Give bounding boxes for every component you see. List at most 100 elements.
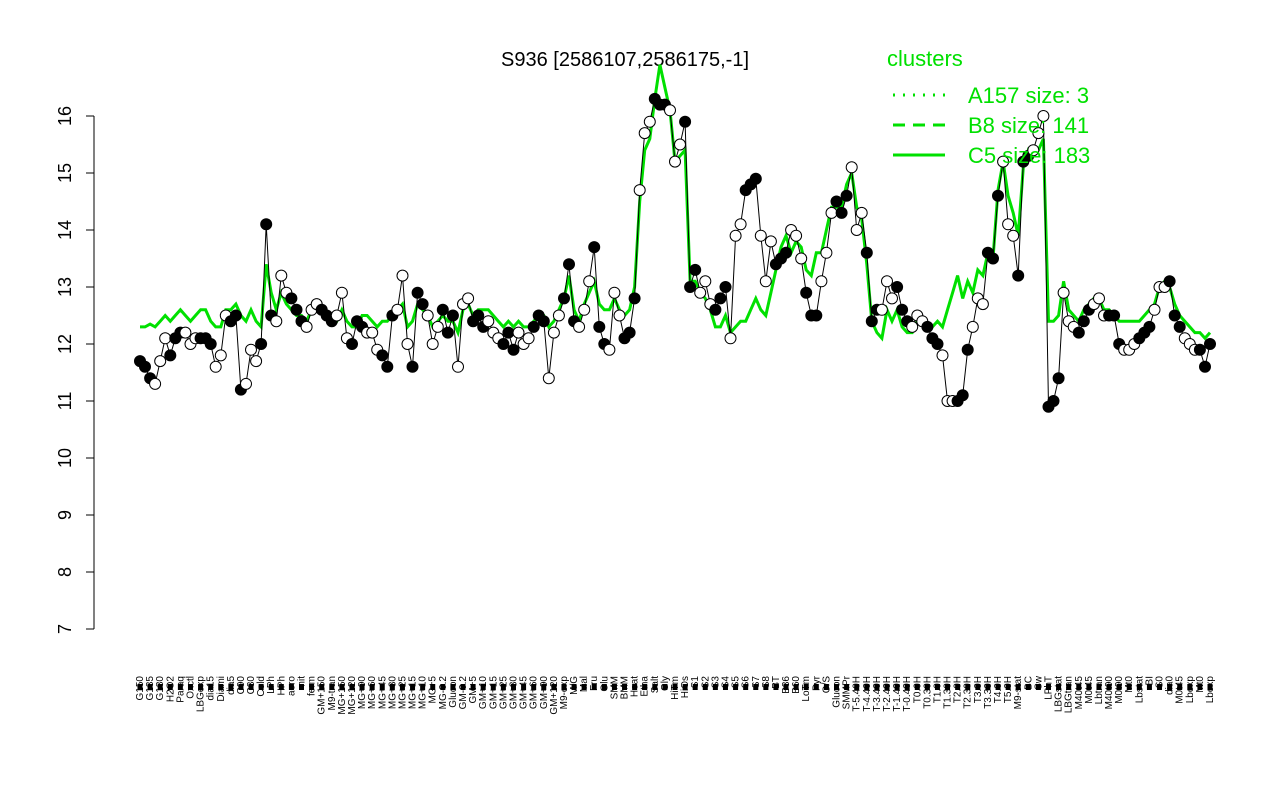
- data-point: [891, 281, 904, 293]
- data-point: [335, 286, 348, 299]
- data-point: [270, 315, 283, 328]
- x-tick-label: MG+5: [428, 676, 439, 704]
- data-point: [300, 320, 313, 333]
- x-tick-label: MG+60: [367, 676, 378, 710]
- data-point: [250, 355, 263, 368]
- data-point: [623, 326, 636, 339]
- data-point: [1168, 309, 1181, 322]
- x-tick-label: T-3.40H: [872, 676, 883, 712]
- data-point: [1047, 395, 1060, 407]
- data-point: [633, 184, 646, 197]
- data-point: [664, 104, 676, 117]
- x-tick-label: SMM: [609, 676, 620, 699]
- data-point: [976, 298, 989, 311]
- x-tick-label: M9-exp: [559, 676, 570, 710]
- data-point: [855, 206, 868, 219]
- x-tick-label: dia15: [206, 676, 217, 701]
- x-tick-label: G180: [155, 676, 166, 701]
- data-point: [896, 303, 909, 316]
- data-point: [820, 246, 833, 259]
- data-point: [159, 332, 172, 345]
- data-point: [734, 218, 747, 231]
- data-point: [552, 309, 565, 322]
- x-tick-label: GM+5: [468, 676, 479, 704]
- x-tick-label: LoTm: [801, 676, 812, 702]
- data-point: [1007, 229, 1020, 242]
- x-tick-label: BT: [771, 676, 782, 689]
- x-tick-label: MG+90: [357, 676, 368, 710]
- y-tick-label: 14: [55, 220, 75, 240]
- data-point: [992, 189, 1004, 202]
- x-tick-label: S0: [1155, 676, 1166, 689]
- data-point: [154, 355, 167, 368]
- data-point: [542, 372, 555, 385]
- x-tick-label: BI: [1144, 676, 1155, 685]
- x-tick-label: G135: [145, 676, 156, 701]
- x-tick-label: Heat: [630, 676, 641, 697]
- data-point: [441, 326, 454, 339]
- data-point: [436, 303, 449, 316]
- data-point: [795, 252, 808, 265]
- data-point: [547, 326, 560, 339]
- data-point: [275, 269, 288, 282]
- data-point: [906, 320, 919, 333]
- data-point: [502, 326, 515, 339]
- x-tick-label: T4.0H: [993, 676, 1004, 703]
- x-tick-label: B36: [781, 676, 792, 694]
- data-point: [1027, 144, 1040, 157]
- legend: clusters A157 size: 3 B8 size: 141 C5 size…: [887, 46, 1090, 168]
- x-tick-label: MG+25: [397, 676, 408, 710]
- data-point: [482, 315, 495, 328]
- x-tick-label: M9-stat: [1013, 676, 1024, 710]
- data-point: [376, 349, 389, 362]
- data-point: [472, 309, 485, 322]
- data-point: [240, 377, 252, 390]
- x-tick-label: T-5.40H: [852, 676, 863, 712]
- data-point: [886, 292, 898, 305]
- y-tick-label: 15: [55, 163, 75, 183]
- x-axis: G150 G135 G180 H2O2 Paraq Oxctl LBGexp dia15 Dia…: [135, 675, 1216, 714]
- x-tick-label: LPhT: [1043, 676, 1054, 700]
- y-tick-label: 16: [55, 106, 75, 126]
- x-tick-label: MG+15: [408, 676, 419, 710]
- x-tick-label: T5.0H: [1003, 676, 1014, 703]
- data-point: [391, 303, 404, 316]
- data-point: [719, 281, 732, 293]
- data-point: [426, 338, 439, 350]
- data-point: [1108, 309, 1121, 322]
- x-tick-label: SMMPr: [842, 675, 853, 709]
- chart-title: S936 [2586107,2586175,-1]: [501, 49, 749, 71]
- x-tick-label: aero: [286, 676, 297, 696]
- x-tick-label: Gly: [660, 676, 671, 691]
- data-point: [1148, 303, 1161, 316]
- data-point: [845, 161, 858, 174]
- x-tick-label: S4: [720, 676, 731, 689]
- legend-label: B8 size: 141: [968, 113, 1089, 138]
- data-point: [497, 338, 510, 350]
- x-tick-label: MG+45: [377, 676, 388, 710]
- data-point: [714, 292, 727, 305]
- x-tick-label: M/G: [569, 676, 580, 695]
- data-point: [527, 320, 540, 333]
- x-tick-label: Pyr: [811, 675, 822, 691]
- data-point: [759, 275, 772, 288]
- x-tick-label: GM+10: [478, 676, 489, 710]
- data-point: [214, 349, 227, 362]
- data-point: [1037, 110, 1050, 122]
- data-point: [936, 349, 949, 362]
- data-point: [669, 155, 681, 168]
- data-point: [865, 315, 878, 328]
- data-point: [1204, 338, 1216, 350]
- data-point: [512, 326, 525, 339]
- data-point: [1143, 320, 1156, 333]
- data-point: [830, 195, 843, 208]
- data-point: [462, 292, 475, 305]
- data-point: [709, 303, 722, 316]
- data-point: [522, 332, 535, 345]
- x-tick-label: T2.30H: [963, 676, 974, 709]
- x-tick-label: GM+45: [519, 676, 530, 710]
- data-point: [366, 326, 379, 339]
- x-tick-label: Glu: [599, 676, 610, 692]
- data-point: [638, 127, 651, 140]
